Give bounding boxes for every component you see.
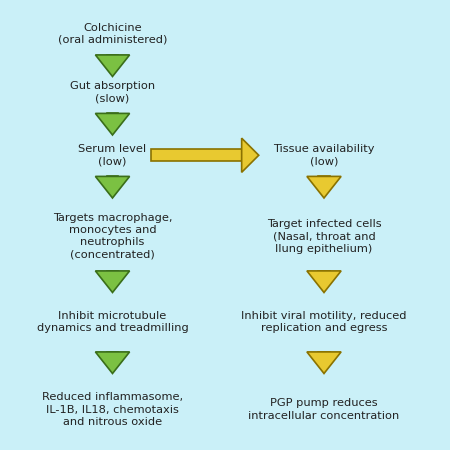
Polygon shape <box>107 113 118 117</box>
Polygon shape <box>95 176 130 198</box>
Polygon shape <box>95 352 130 374</box>
Polygon shape <box>95 55 130 76</box>
Text: Target infected cells
(Nasal, throat and
llung epithelium): Target infected cells (Nasal, throat and… <box>267 219 381 254</box>
Polygon shape <box>95 271 130 292</box>
Text: Reduced inflammasome,
IL-1B, IL18, chemotaxis
and nitrous oxide: Reduced inflammasome, IL-1B, IL18, chemo… <box>42 392 183 427</box>
Polygon shape <box>307 352 341 374</box>
Text: Colchicine
(oral administered): Colchicine (oral administered) <box>58 22 167 45</box>
Polygon shape <box>318 176 330 180</box>
Text: Targets macrophage,
monocytes and
neutrophils
(concentrated): Targets macrophage, monocytes and neutro… <box>53 213 172 260</box>
Polygon shape <box>107 176 118 180</box>
Polygon shape <box>95 113 130 135</box>
Text: Inhibit microtubule
dynamics and treadmilling: Inhibit microtubule dynamics and treadmi… <box>36 310 189 333</box>
Polygon shape <box>318 271 330 274</box>
Text: PGP pump reduces
intracellular concentration: PGP pump reduces intracellular concentra… <box>248 398 400 421</box>
Polygon shape <box>307 271 341 292</box>
Polygon shape <box>107 55 118 58</box>
Polygon shape <box>242 138 259 172</box>
Polygon shape <box>307 176 341 198</box>
Polygon shape <box>318 352 330 356</box>
Text: Serum level
(low): Serum level (low) <box>78 144 147 166</box>
Polygon shape <box>107 352 118 356</box>
Text: Inhibit viral motility, reduced
replication and egress: Inhibit viral motility, reduced replicat… <box>241 310 407 333</box>
Polygon shape <box>151 149 242 161</box>
Polygon shape <box>107 271 118 274</box>
Text: Tissue availability
(low): Tissue availability (low) <box>273 144 375 166</box>
Text: Gut absorption
(slow): Gut absorption (slow) <box>70 81 155 104</box>
